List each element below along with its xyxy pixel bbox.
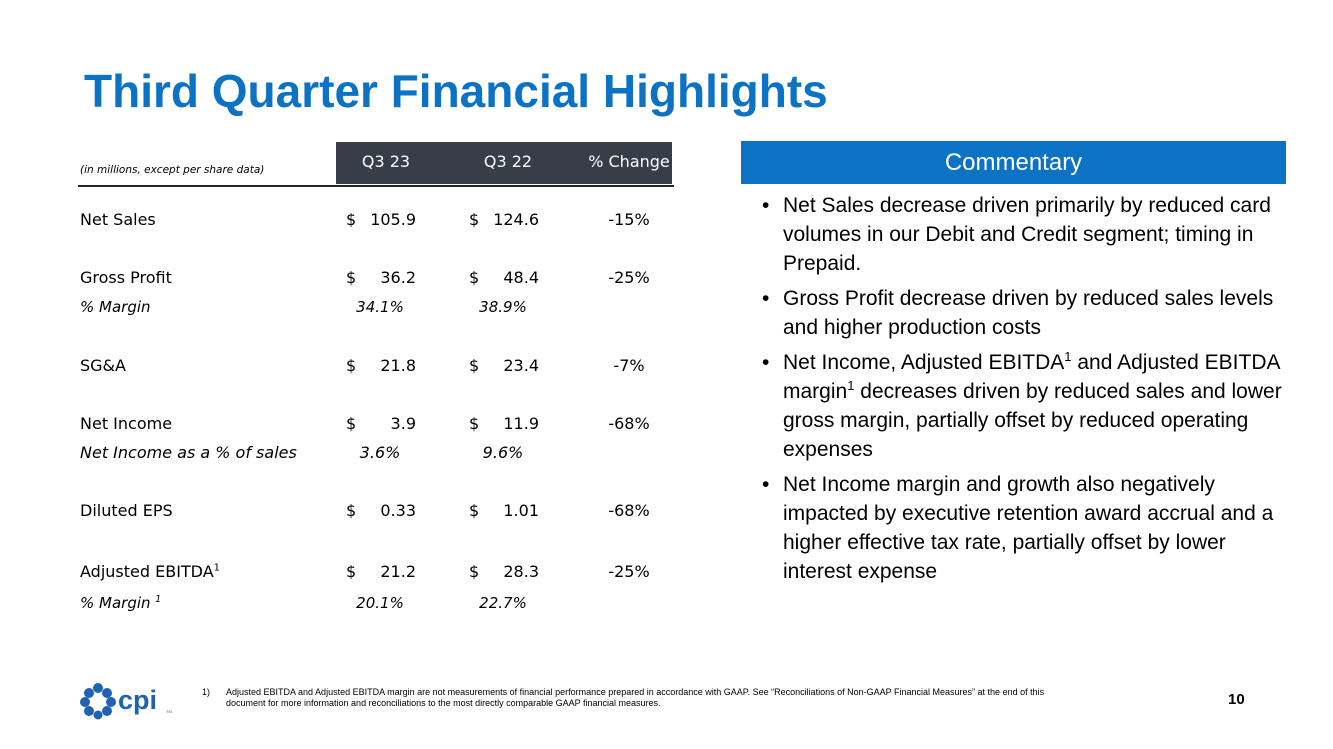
currency-symbol: $ xyxy=(346,356,357,375)
value-q3-22: 11.9 xyxy=(503,414,539,433)
value-q3-23: 0.33 xyxy=(380,501,416,520)
units-note: (in millions, except per share data) xyxy=(80,164,265,176)
value-q3-23: 20.1% xyxy=(356,594,404,612)
header-rule xyxy=(78,185,674,187)
currency-symbol: $ xyxy=(469,210,480,229)
value-q3-23: 3.9 xyxy=(390,414,416,433)
currency-symbol: $ xyxy=(469,268,480,287)
bullet-icon: • xyxy=(762,351,770,374)
row-label-adjusted-ebitda: Adjusted EBITDA1 xyxy=(80,562,220,581)
commentary-bullet: • Net Income margin and growth also nega… xyxy=(762,470,1282,586)
currency-symbol: $ xyxy=(346,268,357,287)
row-label-net-sales: Net Sales xyxy=(80,210,156,229)
value-pct-change: -7% xyxy=(613,356,645,375)
svg-text:TM: TM xyxy=(166,709,172,714)
currency-symbol: $ xyxy=(469,356,480,375)
row-label-sga: SG&A xyxy=(80,356,126,375)
currency-symbol: $ xyxy=(469,414,480,433)
value-q3-23: 36.2 xyxy=(380,268,416,287)
commentary-header: Commentary xyxy=(741,141,1286,184)
bullet-icon: • xyxy=(762,473,770,496)
value-pct-change: -25% xyxy=(608,562,650,581)
currency-symbol: $ xyxy=(346,210,357,229)
value-q3-23: 3.6% xyxy=(359,443,401,462)
value-q3-22: 23.4 xyxy=(503,356,539,375)
bullet-icon: • xyxy=(762,194,770,217)
commentary-bullet: • Net Income, Adjusted EBITDA1 and Adjus… xyxy=(762,349,1282,461)
value-pct-change: -15% xyxy=(608,210,650,229)
row-label-gross-margin: % Margin xyxy=(80,298,151,316)
cpi-logo: cpi TM xyxy=(80,680,180,720)
commentary-bullet: • Net Sales decrease driven primarily by… xyxy=(762,191,1282,278)
svg-text:cpi: cpi xyxy=(118,685,157,715)
value-pct-change: -25% xyxy=(608,268,650,287)
footnote-marker: 1 xyxy=(213,562,220,574)
page-number: 10 xyxy=(1228,691,1245,708)
value-q3-22: 9.6% xyxy=(482,443,524,462)
row-label-net-income-pct: Net Income as a % of sales xyxy=(80,443,297,462)
value-q3-23: 21.8 xyxy=(380,356,416,375)
row-label-diluted-eps: Diluted EPS xyxy=(80,501,173,520)
value-pct-change: -68% xyxy=(608,501,650,520)
financial-table: (in millions, except per share data) Q3 … xyxy=(78,0,674,749)
commentary-list: • Net Sales decrease driven primarily by… xyxy=(762,191,1282,592)
column-header-pct-change: % Change xyxy=(588,152,670,171)
footnote-text: Adjusted EBITDA and Adjusted EBITDA marg… xyxy=(226,687,1045,708)
cpi-logo-icon: cpi TM xyxy=(80,683,172,720)
bullet-icon: • xyxy=(762,287,770,310)
value-q3-22: 38.9% xyxy=(479,298,527,316)
footnote-marker: 1 xyxy=(155,594,162,605)
row-label-gross-profit: Gross Profit xyxy=(80,268,172,287)
value-q3-23: 34.1% xyxy=(356,298,404,316)
value-q3-23: 21.2 xyxy=(380,562,416,581)
value-q3-22: 48.4 xyxy=(503,268,539,287)
value-q3-23: 105.9 xyxy=(370,210,416,229)
row-label-net-income: Net Income xyxy=(80,414,173,433)
commentary-bullet: • Gross Profit decrease driven by reduce… xyxy=(762,284,1282,342)
currency-symbol: $ xyxy=(469,501,480,520)
currency-symbol: $ xyxy=(346,414,357,433)
footnote-number: 1) xyxy=(202,687,211,697)
value-q3-22: 22.7% xyxy=(479,594,527,612)
currency-symbol: $ xyxy=(346,562,357,581)
value-q3-22: 1.01 xyxy=(503,501,539,520)
page-title: Third Quarter Financial Highlights xyxy=(84,65,828,117)
column-header-q3-22: Q3 22 xyxy=(483,152,533,171)
currency-symbol: $ xyxy=(469,562,480,581)
currency-symbol: $ xyxy=(346,501,357,520)
table-header-bar xyxy=(336,142,672,184)
column-header-q3-23: Q3 23 xyxy=(361,152,411,171)
value-pct-change: -68% xyxy=(608,414,650,433)
row-label-adjusted-ebitda-margin: % Margin 1 xyxy=(80,594,162,612)
value-q3-22: 124.6 xyxy=(493,210,539,229)
value-q3-22: 28.3 xyxy=(503,562,539,581)
